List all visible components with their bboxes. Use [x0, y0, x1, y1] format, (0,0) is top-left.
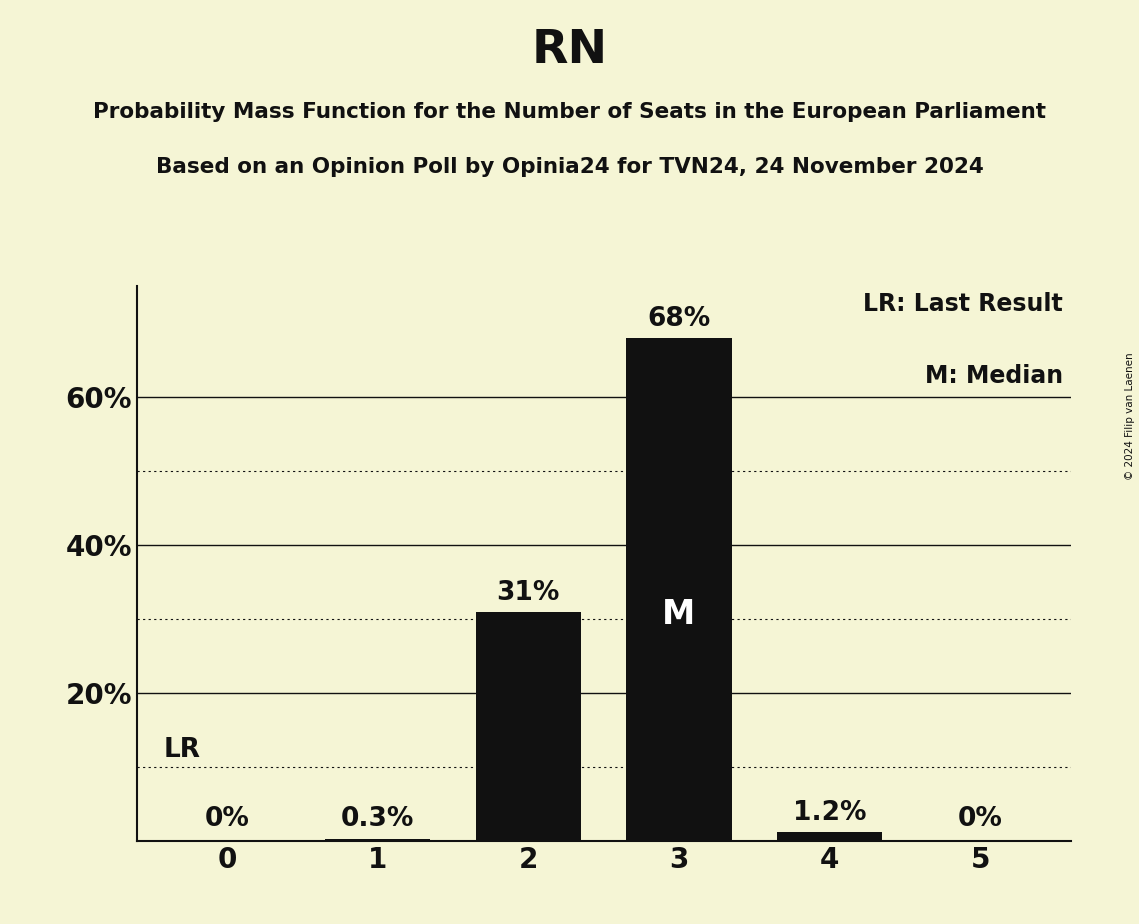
Text: 68%: 68%	[647, 306, 711, 333]
Text: Probability Mass Function for the Number of Seats in the European Parliament: Probability Mass Function for the Number…	[93, 102, 1046, 122]
Text: © 2024 Filip van Laenen: © 2024 Filip van Laenen	[1125, 352, 1134, 480]
Text: 1.2%: 1.2%	[793, 800, 867, 826]
Text: 0.3%: 0.3%	[341, 806, 415, 832]
Text: RN: RN	[532, 28, 607, 73]
Text: 0%: 0%	[205, 806, 249, 832]
Text: M: M	[663, 598, 696, 631]
Bar	[325, 839, 431, 841]
Text: 31%: 31%	[497, 579, 560, 606]
Text: Based on an Opinion Poll by Opinia24 for TVN24, 24 November 2024: Based on an Opinion Poll by Opinia24 for…	[156, 157, 983, 177]
Bar	[626, 338, 731, 841]
Bar	[777, 832, 883, 841]
Text: 0%: 0%	[958, 806, 1002, 832]
Text: LR: LR	[164, 737, 200, 763]
Text: LR: Last Result: LR: Last Result	[863, 292, 1063, 316]
Text: M: Median: M: Median	[925, 364, 1063, 388]
Bar	[476, 612, 581, 841]
